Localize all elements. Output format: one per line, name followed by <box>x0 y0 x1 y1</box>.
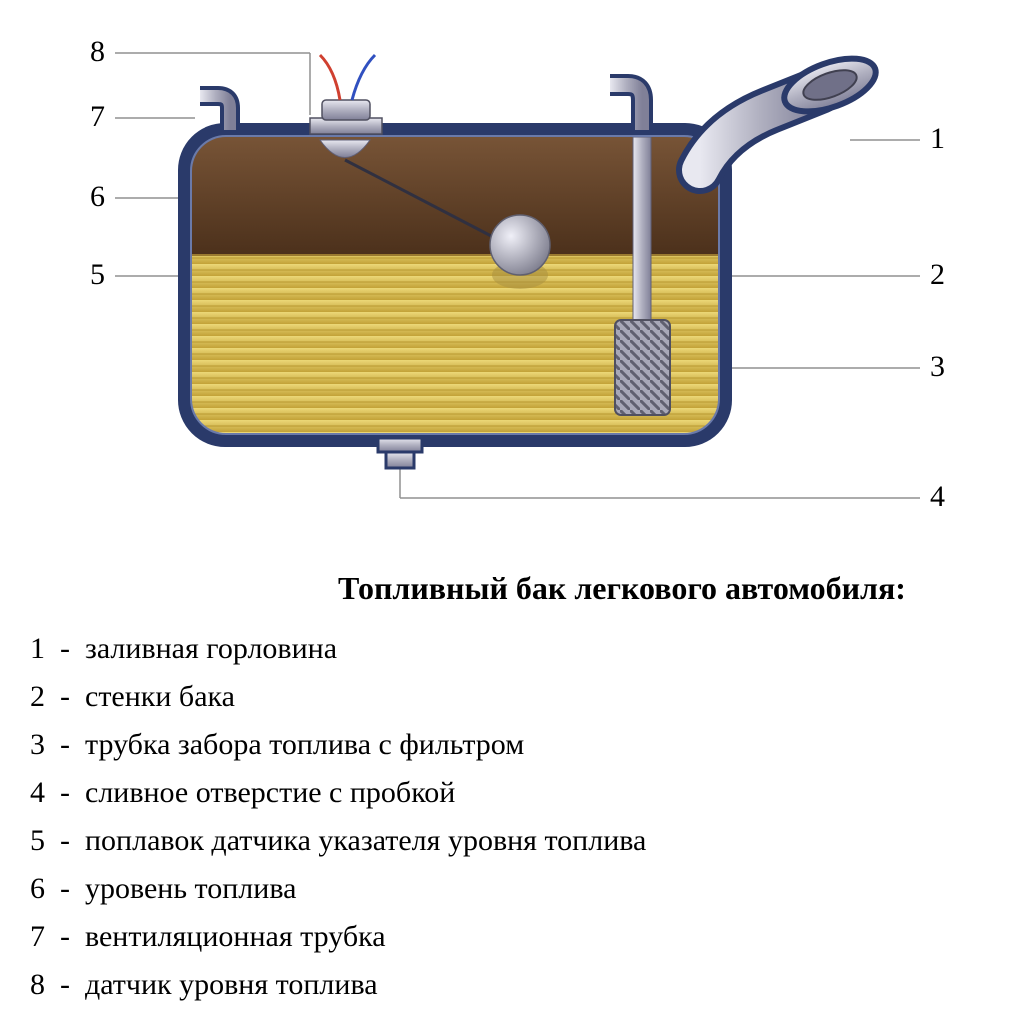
legend-text: вентиляционная трубка <box>85 913 386 961</box>
callout-5: 5 <box>90 258 105 292</box>
legend-dash: - <box>60 769 85 817</box>
legend-text: стенки бака <box>85 673 235 721</box>
legend-item: 6 - уровень топлива <box>30 865 990 913</box>
legend-dash: - <box>60 673 85 721</box>
callout-1: 1 <box>930 122 945 156</box>
legend-item: 1 - заливная горловина <box>30 625 990 673</box>
callout-6: 6 <box>90 180 105 214</box>
legend-num: 5 <box>30 817 60 865</box>
legend-text: уровень топлива <box>85 865 296 913</box>
legend-dash: - <box>60 625 85 673</box>
legend-num: 1 <box>30 625 60 673</box>
legend-num: 3 <box>30 721 60 769</box>
callout-7: 7 <box>90 100 105 134</box>
callout-4: 4 <box>930 480 945 514</box>
drain-plug <box>378 438 422 468</box>
fuel-level-sensor <box>310 55 382 134</box>
legend-item: 8 - датчик уровня топлива <box>30 961 990 1009</box>
sensor-wire-red <box>320 55 340 100</box>
diagram-title: Топливный бак легкового автомобиля: <box>0 570 1024 607</box>
legend-item: 3 - трубка забора топлива с фильтром <box>30 721 990 769</box>
callout-8: 8 <box>90 35 105 69</box>
legend-text: сливное отверстие с пробкой <box>85 769 455 817</box>
legend-dash: - <box>60 817 85 865</box>
legend-num: 2 <box>30 673 60 721</box>
legend-dash: - <box>60 913 85 961</box>
legend-dash: - <box>60 721 85 769</box>
legend-num: 7 <box>30 913 60 961</box>
legend-item: 4 - сливное отверстие с пробкой <box>30 769 990 817</box>
tank-interior <box>185 130 725 455</box>
legend-num: 6 <box>30 865 60 913</box>
callout-2: 2 <box>930 258 945 292</box>
legend-dash: - <box>60 865 85 913</box>
fuel-tank-svg <box>0 0 1024 560</box>
legend-dash: - <box>60 961 85 1009</box>
diagram: 1 2 3 4 5 6 7 8 <box>0 0 1024 560</box>
legend-text: поплавок датчика указателя уровня топлив… <box>85 817 646 865</box>
legend-item: 2 - стенки бака <box>30 673 990 721</box>
callout-3: 3 <box>930 350 945 384</box>
legend-item: 5 - поплавок датчика указателя уровня то… <box>30 817 990 865</box>
float-ball <box>490 215 550 275</box>
legend-item: 7 - вентиляционная трубка <box>30 913 990 961</box>
legend-text: датчик уровня топлива <box>85 961 378 1009</box>
legend-num: 4 <box>30 769 60 817</box>
legend-num: 8 <box>30 961 60 1009</box>
legend: 1 - заливная горловина 2 - стенки бака 3… <box>30 625 990 1009</box>
legend-text: заливная горловина <box>85 625 337 673</box>
filler-neck <box>700 48 883 170</box>
sensor-wire-blue <box>352 55 375 100</box>
intake-filter <box>615 320 670 415</box>
legend-text: трубка забора топлива с фильтром <box>85 721 524 769</box>
